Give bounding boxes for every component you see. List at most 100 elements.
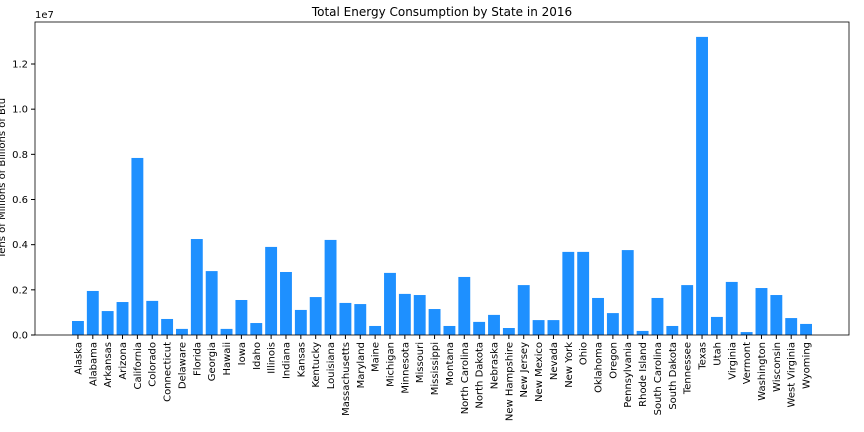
x-tick-label: Ohio: [579, 342, 590, 365]
x-tick-label: Alabama: [88, 342, 99, 386]
bar: [502, 327, 515, 335]
bar: [488, 314, 500, 335]
x-tick-label: Louisiana: [326, 342, 337, 389]
x-tick-label: California: [133, 342, 144, 390]
x-tick-label: Maryland: [356, 342, 367, 388]
y-axis-label: Tens of Millions of Billions of Btu: [0, 98, 8, 259]
x-tick-label: Washington: [757, 342, 768, 401]
bar: [294, 309, 307, 335]
y-tick-label: 0.6: [12, 195, 28, 206]
bar: [562, 251, 575, 335]
y-tick-label: 0.4: [12, 240, 28, 251]
bar: [384, 272, 396, 335]
x-tick-label: Virginia: [727, 342, 738, 380]
bar: [324, 239, 337, 335]
bar: [146, 300, 159, 335]
bar: [176, 328, 188, 335]
x-tick-label: South Carolina: [653, 342, 664, 415]
x-tick-label: Maine: [371, 342, 382, 372]
bar: [428, 309, 441, 335]
x-tick-label: Missouri: [415, 342, 426, 383]
bar: [636, 330, 649, 335]
bar: [131, 157, 144, 335]
x-tick-label: Florida: [192, 342, 203, 376]
x-tick-label: Alaska: [73, 342, 84, 375]
bar: [72, 320, 84, 335]
x-tick-label: Tennessee: [683, 342, 694, 395]
x-tick-label: Montana: [445, 342, 456, 386]
x-tick-label: South Dakota: [668, 342, 679, 410]
x-tick-label: Pennsylvania: [623, 342, 634, 408]
x-tick-label: Mississippi: [430, 342, 441, 395]
x-tick-label: North Carolina: [460, 342, 471, 414]
x-tick-label: Minnesota: [400, 342, 411, 394]
x-tick-label: Oklahoma: [594, 342, 605, 393]
x-tick-label: Indiana: [281, 342, 292, 379]
y-tick-label: 1.2: [12, 60, 28, 71]
bar: [725, 281, 738, 335]
bar: [398, 293, 411, 335]
y-scale-label: 1e7: [35, 10, 54, 21]
x-tick-label: West Virginia: [787, 342, 798, 407]
x-tick-label: Arizona: [118, 342, 129, 380]
bar: [517, 285, 530, 335]
bar: [532, 320, 545, 335]
bar: [354, 304, 367, 335]
x-tick-label: Michigan: [385, 342, 396, 387]
x-tick-label: Texas: [698, 342, 709, 371]
bar: [101, 311, 114, 335]
bar: [621, 250, 634, 335]
bar: [309, 297, 322, 335]
bar: [190, 239, 203, 335]
x-tick-label: Kentucky: [311, 342, 322, 388]
x-tick-label: Utah: [712, 342, 723, 366]
bar: [681, 285, 694, 335]
bar: [696, 36, 708, 336]
x-tick-label: Massachusetts: [341, 342, 352, 416]
x-tick-label: New Hampshire: [504, 342, 515, 421]
bar: [413, 295, 426, 335]
bar: [547, 320, 560, 335]
x-tick-label: Hawaii: [222, 342, 233, 376]
bar: [250, 323, 263, 335]
bar: [235, 299, 248, 335]
bar: [770, 295, 783, 335]
bar: [443, 325, 456, 335]
bar: [369, 325, 382, 335]
x-tick-label: New Jersey: [519, 342, 530, 398]
x-tick-label: Delaware: [177, 342, 188, 389]
bar: [161, 318, 174, 335]
x-tick-label: Wisconsin: [772, 342, 783, 392]
bar: [666, 325, 679, 335]
bar: [339, 302, 352, 335]
x-tick-label: Wyoming: [802, 342, 813, 389]
x-tick-label: New Mexico: [534, 342, 545, 402]
x-tick-label: Iowa: [237, 342, 248, 365]
y-tick-label: 0.2: [12, 285, 28, 296]
bar: [473, 321, 486, 335]
y-tick-label: 1.0: [12, 105, 28, 116]
bar: [458, 276, 471, 335]
bar: [577, 251, 590, 335]
x-tick-label: New York: [564, 342, 575, 388]
x-tick-label: Idaho: [252, 342, 263, 370]
x-tick-label: Kansas: [296, 342, 307, 377]
bar: [265, 246, 278, 335]
bar: [651, 297, 664, 335]
bar: [755, 288, 768, 335]
chart-title: Total Energy Consumption by State in 201…: [311, 5, 572, 19]
x-tick-label: Nebraska: [490, 342, 501, 389]
x-tick-label: North Dakota: [475, 342, 486, 409]
x-tick-label: Arkansas: [103, 342, 114, 388]
x-tick-label: Rhode Island: [638, 342, 649, 407]
bar: [740, 332, 753, 335]
bar: [785, 318, 798, 335]
x-tick-label: Connecticut: [163, 342, 174, 402]
x-tick-label: Illinois: [267, 342, 278, 374]
x-tick-label: Nevada: [549, 342, 560, 380]
bar: [280, 271, 292, 335]
bar: [800, 323, 812, 335]
plot-frame: [34, 21, 850, 336]
